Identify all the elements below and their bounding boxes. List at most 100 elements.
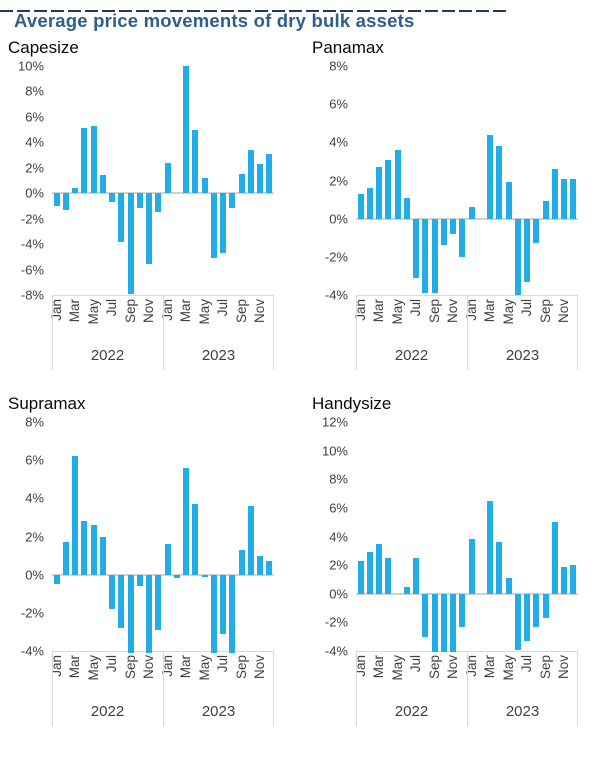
bar-2023-Oct [551, 169, 558, 219]
plot-area [52, 66, 274, 295]
chart-body: 8% 6% 4% 2% 0% -2% -4% Jan Mar May Jul Sep Nov Jan Ma… [310, 59, 600, 376]
x-month-label: Jul [215, 655, 231, 673]
x-month-label: Mar [67, 299, 83, 323]
bar-2022-Aug [118, 193, 125, 242]
bar-2022-Dec [459, 218, 466, 257]
bar-2022-Nov [450, 593, 457, 653]
bar-2022-Mar [376, 543, 383, 594]
x-month-label: Nov [556, 299, 572, 324]
bar-2023-Jul [220, 574, 227, 634]
plot-area [356, 422, 578, 653]
x-month-label: Sep [537, 299, 553, 324]
y-tick-label: 8% [25, 83, 44, 99]
x-month-label: Jan [52, 655, 64, 677]
x-year-label: 2023 [201, 703, 236, 720]
zero-axis-line [52, 192, 274, 195]
y-tick-label: 2% [25, 160, 44, 176]
year-separator-line [163, 296, 164, 370]
chart-handysize: Handysize 12% 10% 8% 6% 4% 2% 0% -2% -4% Jan Mar M… [310, 394, 600, 732]
x-month-label: Mar [482, 655, 498, 679]
bar-2023-Jan [468, 539, 475, 594]
bar-2022-Apr [81, 128, 88, 194]
y-tick-label: -2% [324, 249, 348, 265]
y-tick-label: 2% [329, 557, 348, 573]
chart-panamax: Panamax 8% 6% 4% 2% 0% -2% -4% Jan Mar May Jul Sep… [310, 38, 600, 376]
y-tick-label: 10% [17, 58, 44, 74]
y-tick-label: 0% [25, 567, 44, 583]
year-separator-line [356, 652, 357, 726]
x-month-label: Mar [482, 299, 498, 323]
y-axis: 10% 8% 6% 4% 2% 0% -2% -4% -6% -8% [6, 59, 52, 303]
bar-2022-Oct [440, 593, 447, 653]
y-tick-label: 10% [321, 443, 348, 459]
bar-2023-Mar [183, 467, 190, 575]
bar-2023-Oct [247, 505, 254, 575]
bar-2022-Jun [99, 175, 106, 194]
chart-title: Supramax [8, 394, 86, 413]
y-tick-label: 2% [329, 173, 348, 188]
bar-2023-Mar [183, 66, 190, 194]
bar-2023-Apr [496, 146, 503, 219]
y-tick-label: 4% [329, 134, 348, 150]
bar-2023-Sep [238, 174, 245, 194]
bar-2023-Apr [192, 504, 199, 575]
year-separator-line [273, 296, 274, 370]
y-axis: 12% 10% 8% 6% 4% 2% 0% -2% -4% [310, 415, 356, 659]
y-tick-label: -4% [324, 643, 348, 659]
x-month-label: Nov [252, 655, 268, 680]
y-tick-label: 0% [25, 185, 44, 201]
y-tick-label: 12% [321, 414, 348, 430]
bar-2023-Feb [173, 574, 180, 579]
x-month-label: Nov [141, 299, 157, 324]
bar-2022-Jul [109, 193, 116, 203]
x-month-label: Jul [215, 299, 231, 317]
chart-title: Panamax [312, 38, 384, 57]
bar-2023-Jun [514, 593, 521, 650]
bar-2022-Jan [53, 193, 60, 206]
bar-2023-May [505, 578, 512, 594]
x-month-label: Jan [356, 655, 368, 677]
bar-2022-Aug [422, 593, 429, 637]
plot-area [356, 66, 578, 295]
bar-2023-Jan [164, 162, 171, 194]
bar-2023-Dec [570, 565, 577, 594]
x-month-label: Nov [141, 655, 157, 680]
x-month-label: May [389, 299, 405, 325]
chart-title: Handysize [312, 394, 392, 413]
x-month-label: Jul [519, 299, 535, 317]
y-tick-label: -4% [324, 287, 348, 303]
bar-2023-Jan [468, 207, 475, 219]
bar-2022-Oct [136, 193, 143, 209]
x-month-label: Sep [426, 655, 442, 680]
y-tick-label: -2% [324, 614, 348, 630]
chart-body: 10% 8% 6% 4% 2% 0% -2% -4% -6% -8% Jan Mar May Jul Se… [6, 59, 310, 376]
x-month-label: May [500, 299, 516, 325]
bar-2023-Mar [487, 500, 494, 594]
bar-2023-Aug [533, 593, 540, 627]
year-separator-line [577, 652, 578, 726]
x-month-label: May [85, 655, 101, 681]
bar-2023-Sep [542, 201, 549, 219]
bar-2022-Jan [53, 574, 60, 585]
x-axis: Jan Mar May Jul Sep Nov Jan Mar May Jul Sep Nov 202… [52, 651, 274, 732]
year-separator-line [356, 296, 357, 370]
bar-2023-Aug [229, 193, 236, 209]
x-month-label: Jul [519, 655, 535, 673]
bar-2022-Sep [127, 193, 134, 294]
bar-2023-Jun [210, 574, 217, 653]
x-month-label: May [500, 655, 516, 681]
x-month-label: Nov [556, 655, 572, 680]
x-month-label: Mar [371, 655, 387, 679]
bar-2022-Feb [366, 552, 373, 594]
bar-2022-Nov [146, 193, 153, 265]
x-month-label: Sep [122, 655, 138, 680]
x-month-label: Mar [371, 299, 387, 323]
x-month-label: Nov [445, 299, 461, 324]
plot-column: Jan Mar May Jul Sep Nov Jan Mar May Jul Sep Nov 202… [49, 66, 274, 376]
y-tick-label: 8% [329, 471, 348, 487]
bar-2022-Sep [127, 574, 134, 653]
bar-2023-Apr [192, 129, 199, 194]
bar-2022-Aug [118, 574, 125, 629]
bar-2023-Nov [561, 178, 568, 219]
bar-2023-Jan [164, 544, 171, 575]
